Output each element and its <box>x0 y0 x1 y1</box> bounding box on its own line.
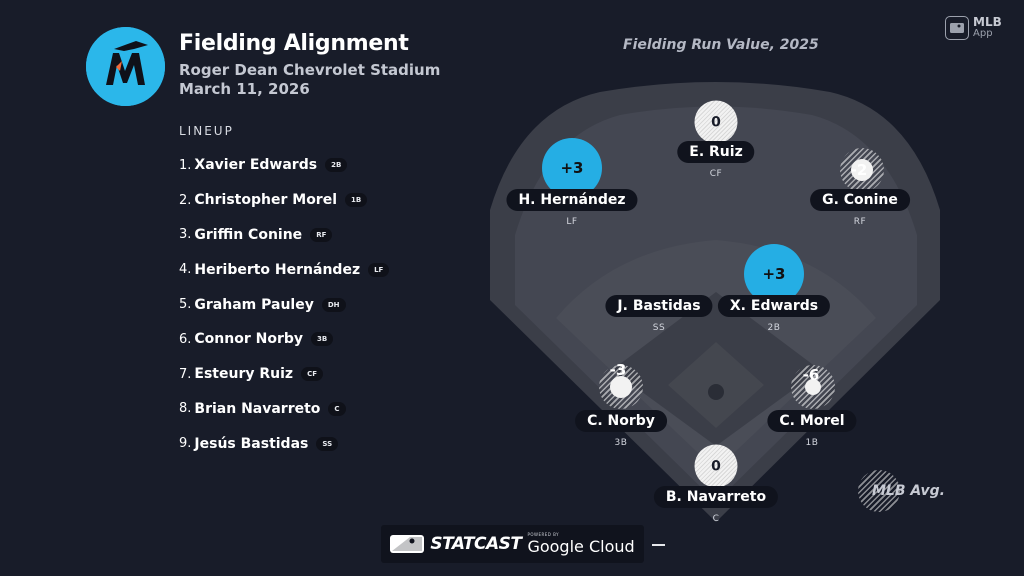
statcast-branding: STATCAST POWERED BY Google Cloud <box>381 525 644 563</box>
player-name: Griffin Conine <box>194 226 303 243</box>
player-name: Xavier Edwards <box>194 157 318 174</box>
position-badge: 1B <box>345 193 368 208</box>
lineup-number: 9. <box>179 436 192 452</box>
divider-dash <box>652 544 665 546</box>
pitchers-mound <box>708 384 724 400</box>
lineup-number: 2. <box>179 192 192 208</box>
position-badge: RF <box>310 227 333 242</box>
position-badge: 2B <box>325 158 348 173</box>
lineup-list: 1. Xavier Edwards 2B 2. Christopher Morel 1B… <box>179 148 499 461</box>
legend-label: MLB Avg. <box>872 483 945 499</box>
lineup-number: 4. <box>179 262 192 278</box>
player-position: SS <box>652 323 666 333</box>
value-text: +3 <box>762 265 786 283</box>
mlb-average-legend: MLB Avg. <box>858 470 945 512</box>
position-badge: C <box>328 401 346 416</box>
lineup-number: 7. <box>179 366 192 382</box>
fielding-value-3b <box>599 365 643 409</box>
player-position: 2B <box>767 323 781 333</box>
lineup-item: 7. Esteury Ruiz CF <box>179 357 499 392</box>
game-date: March 11, 2026 <box>179 80 310 98</box>
lineup-item: 3. Griffin Conine RF <box>179 218 499 253</box>
player-position: RF <box>853 217 867 227</box>
lineup-item: 6. Connor Norby 3B <box>179 322 499 357</box>
position-badge: CF <box>301 367 323 382</box>
value-text: 0 <box>711 458 721 474</box>
app-label: MLB <box>973 15 1002 29</box>
position-badge: 3B <box>311 332 334 347</box>
value-text: 0 <box>711 114 721 130</box>
fielding-value-1b <box>791 365 835 409</box>
value-circle-inner <box>851 159 873 181</box>
lineup-item: 8. Brian Navarreto C <box>179 392 499 427</box>
player-name: Brian Navarreto <box>194 400 321 417</box>
fielding-value-lf: +3 <box>542 138 602 198</box>
player-name-pill: H. Hernández <box>506 189 638 211</box>
powered-by-label: POWERED BY <box>527 532 560 537</box>
player-name: Esteury Ruiz <box>194 366 294 383</box>
position-badge: LF <box>368 262 390 277</box>
google-cloud-wordmark: Google Cloud <box>527 537 635 556</box>
fielding-value-cf: 0 <box>694 100 738 144</box>
player-name: Connor Norby <box>194 331 304 348</box>
fielding-value-rf <box>840 148 884 192</box>
value-circle-inner <box>610 376 632 398</box>
player-position: 1B <box>805 438 819 448</box>
player-name: Jesús Bastidas <box>194 435 309 452</box>
position-badge: DH <box>321 297 346 312</box>
value-text-rf: -2 <box>850 161 868 179</box>
value-circle-inner <box>805 379 821 395</box>
player-position: LF <box>566 217 578 227</box>
player-name-pill: X. Edwards <box>717 295 831 317</box>
lineup-number: 6. <box>179 331 192 347</box>
lineup-item: 4. Heriberto Hernández LF <box>179 252 499 287</box>
hatch-swatch <box>858 470 900 512</box>
value-text: +3 <box>560 159 584 177</box>
player-name: Heriberto Hernández <box>194 261 361 278</box>
position-badge: SS <box>316 436 339 451</box>
app-sublabel: App <box>973 28 993 39</box>
mlb-app-badge[interactable]: MLB App <box>945 16 1002 40</box>
lineup-item: 9. Jesús Bastidas SS <box>179 426 499 461</box>
player-position: C <box>712 514 720 524</box>
lineup-item: 1. Xavier Edwards 2B <box>179 148 499 183</box>
player-name-pill: C. Morel <box>767 410 857 432</box>
mlb-logo-icon <box>945 16 969 40</box>
lineup-item: 5. Graham Pauley DH <box>179 287 499 322</box>
venue-name: Roger Dean Chevrolet Stadium <box>179 61 441 79</box>
lineup-heading: LINEUP <box>179 124 234 138</box>
fielding-value-c: 0 <box>694 444 738 488</box>
player-name: Graham Pauley <box>194 296 314 313</box>
statcast-wordmark: STATCAST <box>430 534 522 554</box>
page-title: Fielding Alignment <box>179 31 409 56</box>
value-text-1b: -6 <box>802 366 820 384</box>
mlb-logo-icon <box>390 535 425 553</box>
player-position: 3B <box>614 438 628 448</box>
player-name-pill: G. Conine <box>810 189 910 211</box>
team-logo <box>86 27 165 106</box>
player-name-pill: J. Bastidas <box>605 295 713 317</box>
lineup-item: 2. Christopher Morel 1B <box>179 183 499 218</box>
lineup-number: 5. <box>179 297 192 313</box>
lineup-number: 8. <box>179 401 192 417</box>
player-position: CF <box>709 169 723 179</box>
lineup-number: 3. <box>179 227 192 243</box>
fielding-value-2b: +3 <box>744 244 804 304</box>
field-title: Fielding Run Value, 2025 <box>623 37 819 53</box>
lineup-number: 1. <box>179 157 192 173</box>
player-name-pill: B. Navarreto <box>653 486 779 508</box>
player-name-pill: E. Ruiz <box>677 141 755 163</box>
player-name: Christopher Morel <box>194 192 338 209</box>
player-name-pill: C. Norby <box>575 410 667 432</box>
value-text-3b: -3 <box>609 361 627 379</box>
